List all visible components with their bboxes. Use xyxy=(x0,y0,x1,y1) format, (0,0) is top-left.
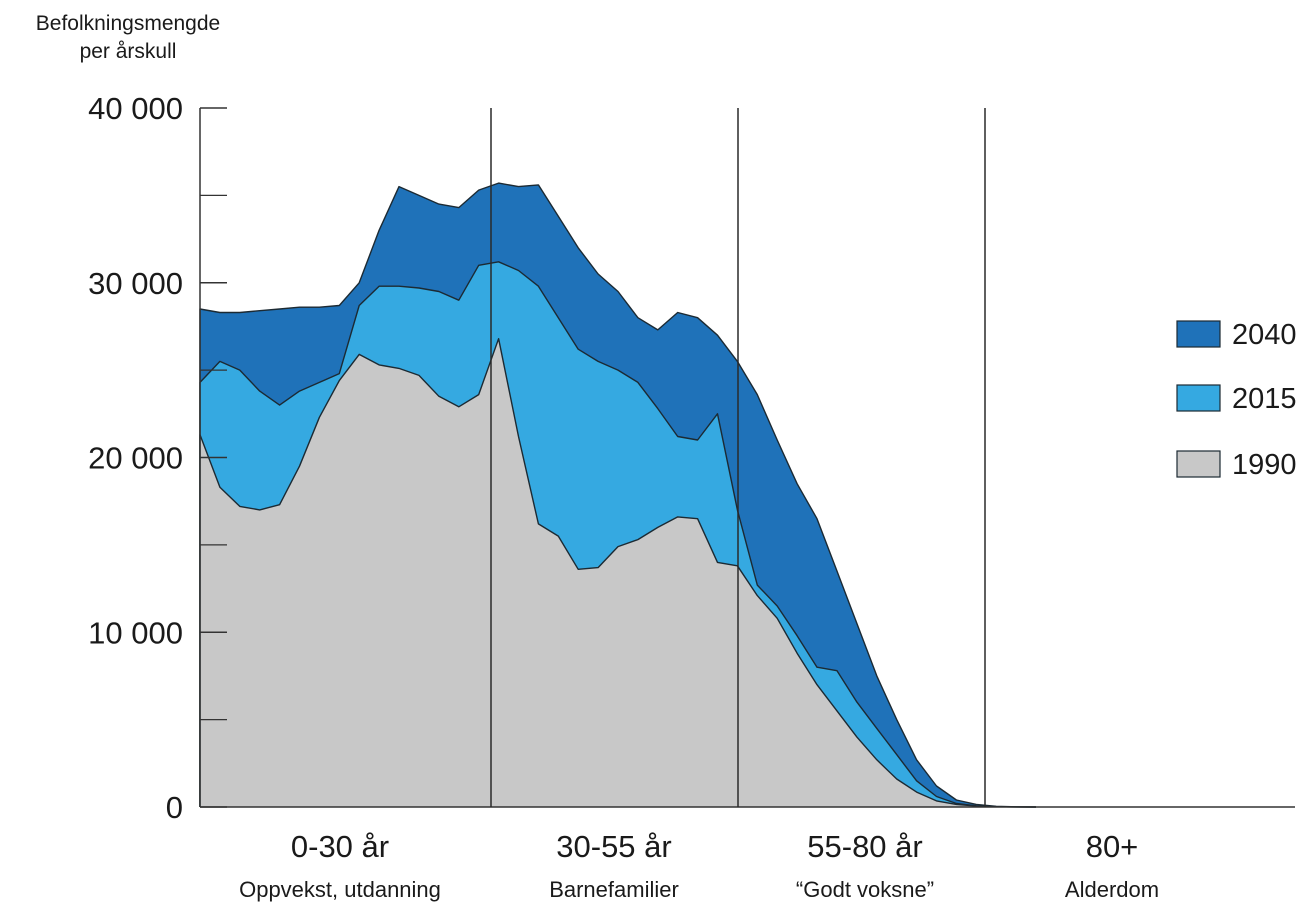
age-group-label: 0-30 år xyxy=(291,829,389,864)
legend-label-2040: 2040 xyxy=(1232,319,1297,351)
age-group-sublabel: Oppvekst, utdanning xyxy=(239,877,441,902)
y-tick-label: 30 000 xyxy=(88,266,183,301)
y-axis-title-line: per årskull xyxy=(80,40,177,63)
legend: 2040 2015 1990 xyxy=(1176,319,1297,481)
y-tick-label: 40 000 xyxy=(88,91,183,126)
area-series-1990 xyxy=(199,338,1037,808)
y-axis-title-line: Befolkningsmengde xyxy=(36,12,220,35)
age-group-label: 30-55 år xyxy=(556,829,671,864)
age-group-label: 55-80 år xyxy=(807,829,922,864)
y-tick-label: 0 xyxy=(166,790,183,825)
areas-layer xyxy=(199,182,1037,808)
age-group-label: 80+ xyxy=(1086,829,1139,864)
age-group-sublabel: Alderdom xyxy=(1065,877,1159,902)
legend-swatch-1990 xyxy=(1176,450,1221,478)
legend-label-2015: 2015 xyxy=(1232,383,1297,415)
age-group-sublabel: “Godt voksne” xyxy=(796,877,934,902)
legend-label-1990: 1990 xyxy=(1232,449,1297,481)
age-group-sublabel: Barnefamilier xyxy=(549,877,679,902)
y-tick-label: 20 000 xyxy=(88,441,183,476)
legend-swatch-2015 xyxy=(1176,384,1221,412)
labels-layer: 0 10 000 20 000 30 000 40 000 Befolkningsmeng… xyxy=(36,12,1159,902)
legend-swatch-2040 xyxy=(1176,320,1221,348)
axes-layer xyxy=(199,107,1295,808)
y-tick-label: 10 000 xyxy=(88,615,183,650)
